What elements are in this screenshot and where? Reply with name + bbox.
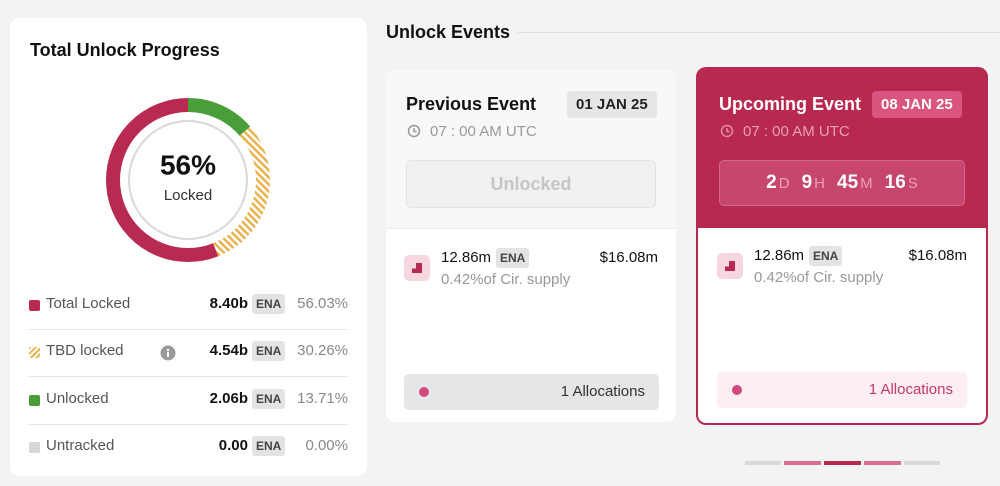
donut-chart: 56% Locked bbox=[106, 98, 270, 262]
upcoming-supply: 0.42%of Cir. supply bbox=[754, 269, 884, 286]
page-indicator[interactable] bbox=[745, 461, 781, 465]
token-badge: ENA bbox=[252, 341, 286, 361]
token-badge: ENA bbox=[252, 389, 286, 409]
legend-name: TBD locked bbox=[46, 342, 124, 359]
token-badge: ENA bbox=[809, 246, 843, 266]
legend-amount: 2.06b bbox=[209, 390, 248, 407]
countdown: 2 D 9 H 45 M 16 S bbox=[719, 160, 965, 206]
countdown-value: 45 bbox=[837, 172, 859, 193]
previous-usd: $16.08m bbox=[599, 249, 658, 266]
legend-percent: 30.26% bbox=[297, 342, 348, 359]
token-badge: ENA bbox=[252, 294, 286, 314]
donut-center-label: Locked bbox=[164, 187, 212, 204]
progress-title: Total Unlock Progress bbox=[30, 40, 220, 60]
page-indicator[interactable] bbox=[864, 461, 901, 465]
legend-amount: 8.40b bbox=[209, 295, 248, 312]
legend-amount: 4.54b bbox=[209, 342, 248, 359]
page-indicator[interactable] bbox=[824, 461, 861, 465]
legend-amount: 0.00 bbox=[218, 437, 248, 454]
token-icon bbox=[404, 255, 430, 281]
row-separator bbox=[28, 424, 348, 425]
upcoming-allocations[interactable]: 1 Allocations bbox=[717, 372, 967, 408]
previous-title: Previous Event bbox=[406, 94, 537, 114]
allocation-dot bbox=[419, 387, 429, 397]
donut-segment bbox=[106, 98, 270, 262]
legend-swatch bbox=[29, 300, 40, 311]
legend-percent: 0.00% bbox=[305, 437, 348, 454]
legend-percent: 56.03% bbox=[297, 295, 348, 312]
divider bbox=[518, 32, 1000, 33]
allocations-label: 1 Allocations bbox=[560, 383, 645, 400]
countdown-value: 2 bbox=[766, 172, 777, 193]
previous-allocations[interactable]: 1 Allocations bbox=[404, 374, 659, 410]
legend-name: Unlocked bbox=[46, 390, 109, 407]
upcoming-time: 07 : 00 AM UTC bbox=[743, 123, 850, 140]
countdown-value: 16 bbox=[884, 172, 906, 193]
previous-date: 01 JAN 25 bbox=[567, 91, 657, 118]
allocation-dot bbox=[732, 385, 742, 395]
countdown-unit: H bbox=[814, 175, 826, 192]
page-indicator[interactable] bbox=[784, 461, 821, 465]
donut-segment bbox=[106, 98, 270, 262]
clock-icon bbox=[720, 124, 734, 138]
countdown-unit: S bbox=[907, 175, 918, 192]
token-icon bbox=[717, 253, 743, 279]
upcoming-usd: $16.08m bbox=[908, 247, 967, 264]
donut-center-value: 56% bbox=[160, 149, 216, 180]
countdown-unit: M bbox=[860, 175, 873, 192]
unlocked-button[interactable]: Unlocked bbox=[406, 160, 656, 208]
legend-swatch bbox=[29, 395, 40, 406]
allocations-label: 1 Allocations bbox=[868, 381, 953, 398]
row-separator bbox=[28, 329, 348, 330]
previous-amount: 12.86m bbox=[441, 249, 492, 266]
previous-time: 07 : 00 AM UTC bbox=[430, 123, 537, 140]
info-icon bbox=[160, 345, 176, 361]
progress-card bbox=[10, 18, 367, 476]
events-title: Unlock Events bbox=[386, 22, 511, 42]
donut-inner-ring bbox=[128, 120, 248, 240]
info-stem bbox=[167, 352, 169, 357]
upcoming-date: 08 JAN 25 bbox=[872, 91, 962, 118]
upcoming-title: Upcoming Event bbox=[719, 94, 862, 114]
previous-supply: 0.42%of Cir. supply bbox=[441, 271, 571, 288]
token-badge: ENA bbox=[496, 248, 530, 268]
clock-icon bbox=[407, 124, 421, 138]
countdown-unit: D bbox=[778, 175, 790, 192]
row-separator bbox=[28, 376, 348, 377]
info-dot bbox=[167, 349, 169, 351]
legend-name: Untracked bbox=[46, 437, 115, 454]
upcoming-amount: 12.86m bbox=[754, 247, 805, 264]
page-indicator[interactable] bbox=[904, 461, 940, 465]
legend-percent: 13.71% bbox=[297, 390, 348, 407]
legend-swatch bbox=[29, 347, 40, 358]
countdown-value: 9 bbox=[801, 172, 813, 193]
legend-swatch bbox=[29, 442, 40, 453]
token-badge: ENA bbox=[252, 436, 286, 456]
legend-name: Total Locked bbox=[46, 295, 131, 312]
